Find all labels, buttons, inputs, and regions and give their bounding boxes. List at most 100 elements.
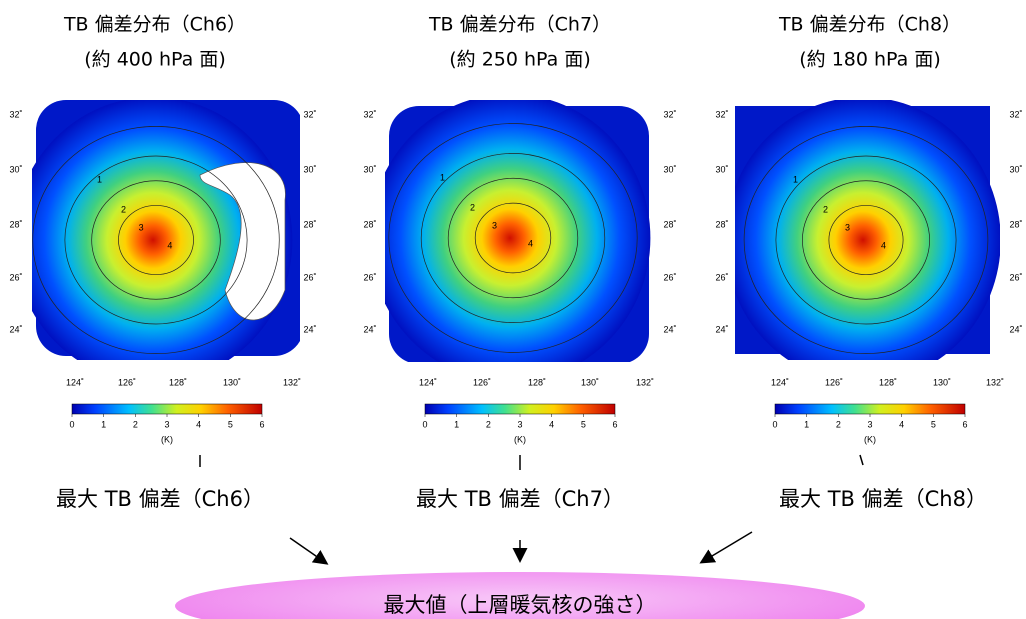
colorbar-unit: (K)	[514, 434, 526, 444]
contour-label: 2	[470, 202, 475, 212]
colorbar-tick-label: 3	[517, 419, 522, 429]
lat-label: 28˚	[303, 219, 316, 229]
lon-label: 128˚	[169, 377, 187, 387]
lon-label: 124˚	[419, 377, 437, 387]
colorbar	[72, 404, 262, 414]
lat-label: 28˚	[1009, 219, 1022, 229]
colorbar-tick-label: 1	[454, 419, 459, 429]
lat-label: 28˚	[363, 219, 376, 229]
contour-label: 4	[881, 240, 886, 250]
lat-label: 30˚	[363, 164, 376, 174]
panel-subtitle: (約 180 hPa 面)	[799, 49, 941, 71]
lat-label: 30˚	[303, 164, 316, 174]
colorbar-tick-label: 1	[101, 419, 106, 429]
lon-label: 126˚	[473, 377, 491, 387]
lon-label: 126˚	[118, 377, 136, 387]
colorbar	[775, 404, 965, 414]
lon-label: 132˚	[283, 377, 301, 387]
lon-label: 130˚	[223, 377, 241, 387]
colorbar-tick-label: 0	[422, 419, 427, 429]
lat-label: 30˚	[715, 164, 728, 174]
lat-label: 26˚	[663, 272, 676, 282]
heatmap: 1 2 3 4	[14, 97, 304, 383]
contour-label: 3	[492, 220, 497, 230]
heatmap-core	[725, 97, 1001, 383]
lat-label: 26˚	[9, 272, 22, 282]
lat-label: 24˚	[715, 324, 728, 334]
panel-subtitle: (約 250 hPa 面)	[449, 49, 591, 71]
result-label: 最大 TB 偏差（Ch6）	[56, 487, 264, 511]
colorbar-tick-label: 4	[549, 419, 554, 429]
contour-label: 2	[823, 204, 828, 214]
colorbar-tick-label: 0	[772, 419, 777, 429]
lat-label: 30˚	[1009, 164, 1022, 174]
lat-label: 30˚	[663, 164, 676, 174]
colorbar-tick-label: 1	[804, 419, 809, 429]
lon-label: 132˚	[636, 377, 654, 387]
lat-label: 26˚	[303, 272, 316, 282]
lat-label: 32˚	[303, 109, 316, 119]
colorbar-tick-label: 6	[612, 419, 617, 429]
connector	[860, 455, 863, 465]
lon-label: 124˚	[66, 377, 84, 387]
arrow	[290, 538, 326, 563]
contour-label: 1	[97, 174, 102, 184]
lon-label: 128˚	[528, 377, 546, 387]
contour-label: 4	[528, 238, 533, 248]
contour-label: 1	[440, 172, 445, 182]
lon-label: 128˚	[879, 377, 897, 387]
lat-label: 26˚	[1009, 272, 1022, 282]
result-label: 最大 TB 偏差（Ch8）	[779, 487, 987, 511]
panel-subtitle: (約 400 hPa 面)	[84, 49, 226, 71]
colorbar-unit: (K)	[161, 434, 173, 444]
diagram: TB 偏差分布（Ch6）(約 400 hPa 面)123432˚32˚30˚30…	[0, 0, 1026, 619]
colorbar-tick-label: 0	[69, 419, 74, 429]
colorbar	[425, 404, 615, 414]
lon-label: 126˚	[825, 377, 843, 387]
panel-title: TB 偏差分布（Ch6）	[63, 14, 246, 36]
lat-label: 24˚	[303, 324, 316, 334]
lat-label: 26˚	[715, 272, 728, 282]
lon-label: 132˚	[986, 377, 1004, 387]
lat-label: 30˚	[9, 164, 22, 174]
lat-label: 28˚	[9, 219, 22, 229]
colorbar-tick-label: 2	[133, 419, 138, 429]
panel-title: TB 偏差分布（Ch7）	[428, 14, 611, 36]
heatmap: 1 2 3 4	[725, 97, 1001, 383]
colorbar-tick-label: 3	[867, 419, 872, 429]
colorbar-tick-label: 5	[581, 419, 586, 429]
heatmap: 1 2 3 4	[370, 94, 655, 382]
colorbar-tick-label: 4	[899, 419, 904, 429]
colorbar-tick-label: 6	[259, 419, 264, 429]
colorbar-tick-label: 5	[228, 419, 233, 429]
contour-label: 2	[121, 204, 126, 214]
contour-label: 1	[793, 174, 798, 184]
lat-label: 24˚	[663, 324, 676, 334]
contour-label: 3	[845, 222, 850, 232]
lat-label: 32˚	[1009, 109, 1022, 119]
colorbar-tick-label: 2	[486, 419, 491, 429]
panel-title: TB 偏差分布（Ch8）	[778, 14, 961, 36]
lat-label: 32˚	[663, 109, 676, 119]
lat-label: 32˚	[9, 109, 22, 119]
colorbar-tick-label: 6	[962, 419, 967, 429]
lat-label: 24˚	[363, 324, 376, 334]
contour-label: 3	[139, 222, 144, 232]
lat-label: 26˚	[363, 272, 376, 282]
lon-label: 130˚	[581, 377, 599, 387]
lat-label: 32˚	[715, 109, 728, 119]
lon-label: 130˚	[933, 377, 951, 387]
lat-label: 28˚	[663, 219, 676, 229]
contour-label: 4	[167, 240, 172, 250]
colorbar-tick-label: 5	[931, 419, 936, 429]
heatmap-core	[370, 94, 651, 382]
lat-label: 24˚	[9, 324, 22, 334]
colorbar-tick-label: 2	[836, 419, 841, 429]
output-label: 最大値（上層暖気核の強さ）	[384, 593, 657, 617]
arrow	[702, 532, 752, 562]
colorbar-tick-label: 3	[164, 419, 169, 429]
lon-label: 124˚	[771, 377, 789, 387]
lat-label: 24˚	[1009, 324, 1022, 334]
lat-label: 28˚	[715, 219, 728, 229]
colorbar-unit: (K)	[864, 434, 876, 444]
